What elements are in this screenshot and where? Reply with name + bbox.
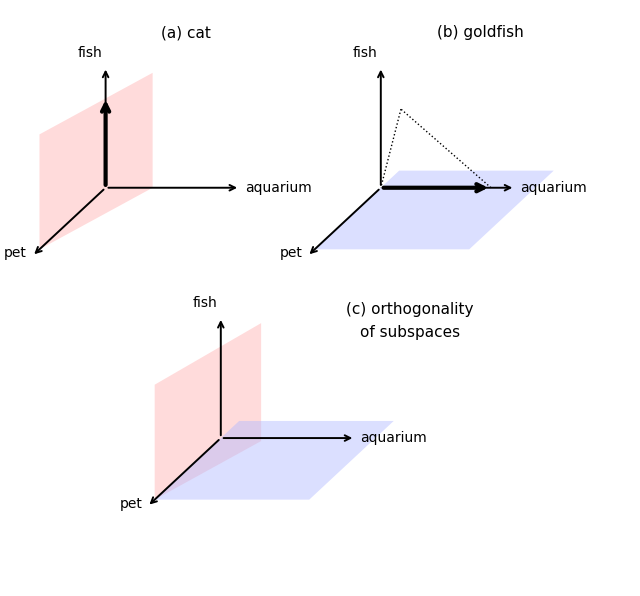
Text: (a) cat: (a) cat bbox=[161, 25, 211, 41]
Text: (b) goldfish: (b) goldfish bbox=[436, 25, 524, 41]
Polygon shape bbox=[155, 421, 394, 499]
Polygon shape bbox=[155, 323, 261, 499]
Text: of subspaces: of subspaces bbox=[360, 325, 460, 340]
Text: fish: fish bbox=[193, 296, 217, 310]
Text: pet: pet bbox=[4, 246, 27, 260]
Text: pet: pet bbox=[119, 496, 142, 511]
Text: fish: fish bbox=[353, 46, 377, 60]
Text: pet: pet bbox=[279, 246, 302, 260]
Polygon shape bbox=[315, 170, 554, 249]
Text: aquarium: aquarium bbox=[245, 181, 312, 195]
Text: fish: fish bbox=[77, 46, 102, 60]
Text: aquarium: aquarium bbox=[360, 431, 427, 445]
Text: (c) orthogonality: (c) orthogonality bbox=[346, 302, 474, 318]
Polygon shape bbox=[40, 73, 152, 249]
Text: aquarium: aquarium bbox=[520, 181, 587, 195]
